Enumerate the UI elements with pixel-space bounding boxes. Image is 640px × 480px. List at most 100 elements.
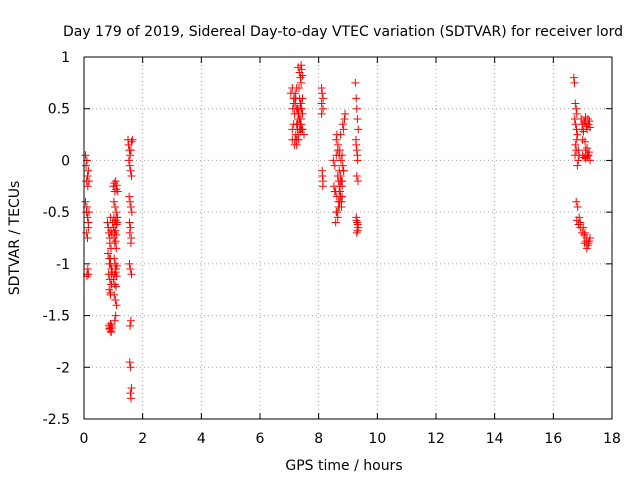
data-point (574, 156, 583, 165)
y-tick-label: -2 (56, 360, 70, 376)
data-point (352, 94, 361, 103)
data-point (127, 270, 136, 279)
data-point (581, 146, 590, 155)
x-tick-label: 4 (197, 431, 206, 447)
data-point (291, 130, 300, 139)
data-point (585, 148, 594, 157)
data-point (126, 223, 135, 232)
data-point (571, 99, 580, 108)
data-point (290, 140, 299, 149)
data-point (126, 394, 135, 403)
data-point (125, 192, 134, 201)
data-point (125, 218, 134, 227)
data-point (109, 197, 118, 206)
data-point (317, 99, 326, 108)
data-point (353, 218, 362, 227)
data-point (127, 208, 136, 217)
data-point (112, 261, 121, 270)
data-point (110, 239, 119, 248)
data-point (336, 130, 345, 139)
data-point (579, 223, 588, 232)
data-point (111, 226, 120, 235)
data-point (295, 94, 304, 103)
data-point (570, 78, 579, 87)
data-point (583, 115, 592, 124)
data-point (111, 202, 120, 211)
y-tick-label: -2.5 (43, 412, 70, 428)
data-point (334, 202, 343, 211)
data-point (333, 213, 342, 222)
x-tick-label: 12 (427, 431, 445, 447)
grid-lines (84, 57, 612, 419)
data-point (297, 78, 306, 87)
data-point (125, 358, 134, 367)
data-point (581, 137, 590, 146)
data-point (329, 156, 338, 165)
axis-ticks (83, 56, 613, 420)
data-point (330, 161, 339, 170)
data-point (354, 125, 363, 134)
data-point (126, 146, 135, 155)
data-point (296, 120, 305, 129)
data-point (126, 166, 135, 175)
data-point (319, 94, 328, 103)
data-point (319, 104, 328, 113)
data-point (586, 156, 594, 165)
data-point (338, 192, 347, 201)
data-point (83, 234, 92, 242)
data-point (84, 177, 93, 186)
data-point (333, 208, 342, 217)
data-point (585, 237, 594, 246)
data-point (317, 84, 326, 93)
data-point (84, 270, 93, 279)
y-tick-label: 1 (61, 50, 70, 66)
data-point (580, 239, 589, 248)
data-point (113, 187, 122, 196)
data-point (572, 216, 581, 225)
data-point (336, 156, 345, 165)
data-point (353, 177, 362, 186)
data-point (126, 197, 135, 206)
data-point (298, 109, 307, 118)
data-point (127, 171, 136, 180)
data-point (298, 71, 307, 80)
x-tick-label: 0 (80, 431, 89, 447)
data-point (338, 151, 347, 160)
data-point (339, 125, 348, 134)
data-point (293, 125, 302, 134)
data-point (583, 152, 592, 161)
data-point (111, 296, 120, 305)
data-point (297, 115, 306, 124)
data-point (126, 389, 135, 398)
data-point (111, 311, 120, 320)
data-point (341, 109, 350, 118)
x-axis-label: GPS time / hours (285, 458, 402, 474)
data-point (296, 73, 305, 82)
data-point (352, 146, 361, 155)
data-point (104, 249, 113, 258)
data-point (110, 228, 119, 237)
data-point (112, 185, 121, 194)
data-point (571, 140, 580, 149)
data-point (317, 109, 326, 118)
data-point (111, 177, 120, 186)
data-point (295, 104, 304, 113)
y-tick-label: 0 (61, 153, 70, 169)
data-point (110, 280, 119, 289)
data-point (126, 265, 135, 274)
data-point (111, 237, 120, 246)
data-point (583, 144, 592, 153)
data-point (573, 130, 582, 139)
data-point (579, 127, 588, 136)
data-point (292, 135, 301, 144)
data-point (289, 99, 298, 108)
data-point (318, 166, 327, 175)
data-point (572, 197, 581, 206)
x-tick-label: 18 (603, 431, 621, 447)
data-point (107, 328, 116, 337)
data-point (106, 288, 115, 297)
x-tick-label: 16 (544, 431, 562, 447)
data-point (112, 208, 121, 217)
data-point (108, 323, 117, 332)
